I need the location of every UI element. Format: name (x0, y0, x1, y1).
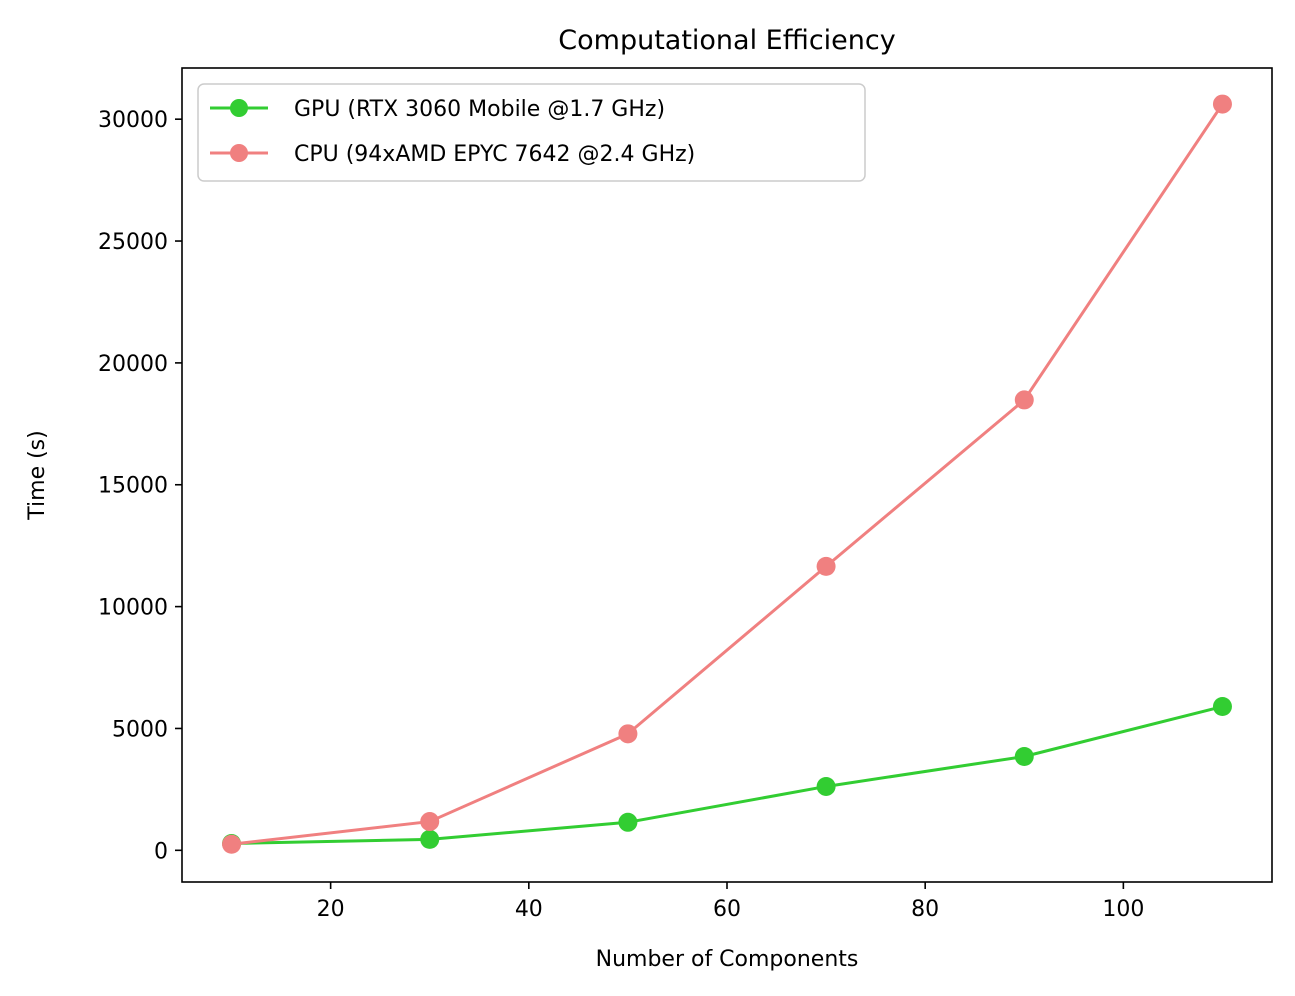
y-tick-label: 5000 (112, 717, 168, 742)
legend: GPU (RTX 3060 Mobile @1.7 GHz) CPU (94xA… (197, 83, 866, 182)
data-point-gpu (1212, 697, 1232, 717)
chart-title: Computational Efficiency (558, 25, 895, 56)
x-tick-label: 40 (515, 897, 543, 922)
x-tick-label: 80 (911, 897, 939, 922)
y-tick-label: 20000 (98, 352, 168, 377)
data-point-cpu (816, 556, 836, 576)
series-line-gpu (230, 705, 1224, 845)
tick-layer: 20 40 60 80 100 0 5000 10000 15000 20000 25000 3000… (98, 108, 1144, 922)
x-axis-label: Number of Components (596, 947, 859, 972)
x-tick-label: 100 (1102, 897, 1144, 922)
data-point-gpu (1014, 746, 1034, 766)
x-tick-label: 20 (317, 897, 345, 922)
data-point-cpu (1212, 94, 1232, 114)
x-tick-label: 60 (713, 897, 741, 922)
data-point-cpu (420, 812, 440, 832)
series-layer (222, 94, 1232, 854)
data-point-cpu (618, 724, 638, 744)
legend-marker-gpu (230, 99, 248, 117)
legend-label-gpu: GPU (RTX 3060 Mobile @1.7 GHz) (294, 97, 665, 122)
y-tick-label: 25000 (98, 230, 168, 255)
y-tick-label: 10000 (98, 596, 168, 621)
data-point-cpu (222, 834, 242, 854)
data-point-cpu (1014, 390, 1034, 410)
plot-frame (181, 67, 1273, 883)
data-point-gpu (816, 776, 836, 796)
y-tick-label: 15000 (98, 474, 168, 499)
legend-marker-cpu (230, 144, 248, 162)
data-point-gpu (618, 812, 638, 832)
y-tick-label: 30000 (98, 108, 168, 133)
legend-label-cpu: CPU (94xAMD EPYC 7642 @2.4 GHz) (294, 142, 695, 167)
y-axis-label: Time (s) (25, 430, 50, 520)
y-tick-label: 0 (154, 839, 168, 864)
data-point-gpu (420, 829, 440, 849)
series-line-cpu (230, 102, 1224, 846)
legend-box (197, 83, 866, 182)
